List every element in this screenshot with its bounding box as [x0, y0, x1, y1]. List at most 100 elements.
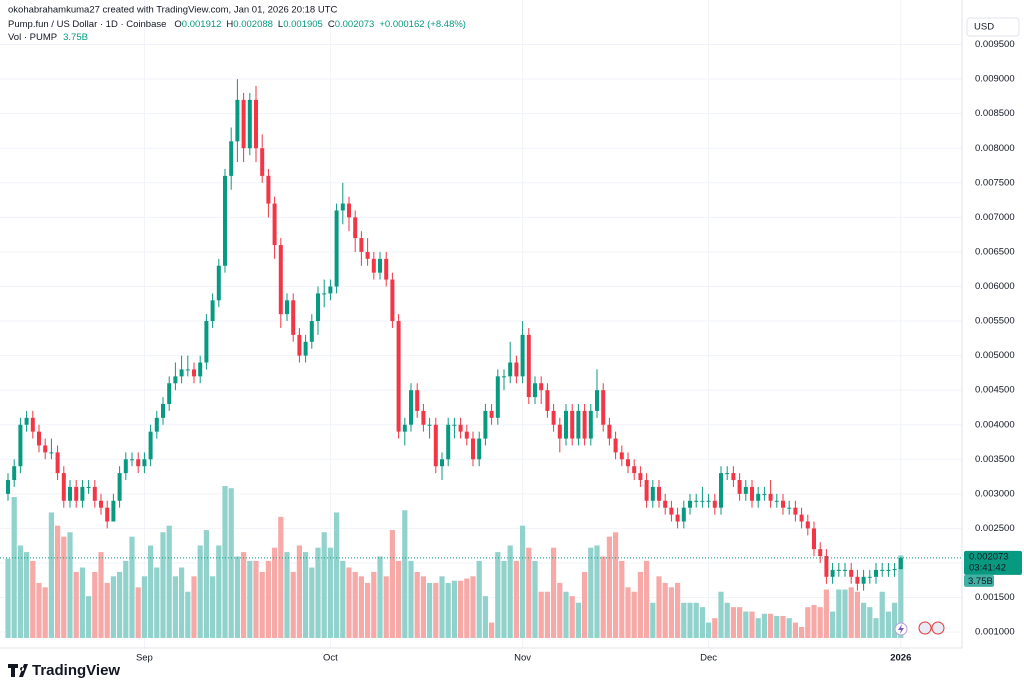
ohlc-label: O — [174, 19, 181, 30]
volume-bar — [73, 571, 79, 638]
volume-bar — [358, 576, 364, 638]
y-tick-label: 0.001000 — [975, 627, 1015, 638]
candle-body — [582, 410, 587, 439]
candle-body — [588, 410, 593, 439]
candle-body — [843, 569, 847, 571]
volume-bar — [98, 552, 104, 638]
candle-body — [285, 300, 289, 315]
volume-bar — [340, 560, 346, 638]
candle-body — [37, 431, 41, 446]
candle-body — [650, 486, 655, 501]
candle-body — [254, 99, 258, 149]
volume-bar — [885, 611, 891, 638]
candle-body — [347, 203, 351, 218]
currency-button[interactable] — [966, 17, 1020, 37]
candle-body — [154, 417, 159, 432]
volume-bar — [507, 545, 513, 638]
volume-value: 3.75B — [63, 32, 88, 43]
brand-name: TradingView — [32, 662, 120, 679]
time-axis: Sep Oct Nov Dec 2026 — [136, 653, 911, 664]
candle-body — [123, 459, 128, 474]
volume-bar — [123, 560, 129, 638]
currency-label[interactable]: USD — [974, 22, 994, 33]
volume-bar — [191, 576, 197, 638]
ohlc-value: 0.002088 — [233, 19, 273, 30]
volume-bar — [526, 547, 532, 638]
candle-body — [229, 141, 234, 176]
volume-bar — [197, 545, 203, 638]
candle-body — [223, 175, 227, 266]
volume-bar — [786, 618, 792, 638]
candle-body — [322, 293, 327, 295]
volume-bar — [371, 571, 377, 638]
candle-body — [433, 424, 438, 467]
last-price-label: 0.002073 — [969, 551, 1009, 562]
volume-bar — [42, 587, 48, 638]
flag-icon[interactable] — [931, 621, 945, 635]
candle-body — [644, 480, 649, 501]
volume-bar — [898, 555, 904, 638]
volume-bar — [687, 602, 693, 638]
volume-bar — [203, 530, 209, 638]
flag-icon[interactable] — [918, 621, 932, 635]
y-tick-label: 0.005000 — [975, 350, 1015, 361]
volume-bar — [743, 611, 749, 638]
volume-bar — [799, 626, 805, 638]
candle-body — [799, 514, 804, 522]
volume-bar — [823, 589, 829, 638]
volume-bar — [532, 560, 538, 638]
volume-bar — [383, 576, 389, 638]
volume-bar — [699, 607, 705, 638]
candle-body — [570, 410, 575, 439]
candle-body — [291, 300, 296, 335]
candle-body — [365, 251, 370, 259]
candle-body — [390, 279, 395, 322]
volume-bar — [222, 486, 228, 638]
candle-body — [30, 417, 35, 432]
last-volume-label: 3.75B — [968, 576, 993, 587]
candle-body — [86, 486, 91, 488]
volume-bar — [861, 602, 867, 638]
volume-bar — [557, 582, 563, 638]
candle-body — [731, 473, 736, 481]
volume-bar — [544, 591, 550, 638]
candle-body — [855, 576, 860, 584]
volume-bar — [420, 576, 426, 638]
volume-bar — [631, 591, 637, 638]
candle-body — [328, 286, 333, 294]
volume-bar — [520, 525, 526, 638]
candle-body — [539, 383, 544, 391]
volume-bar — [92, 571, 98, 638]
candle-body — [142, 459, 147, 467]
volume-bar — [482, 596, 488, 638]
volume-bar — [551, 547, 557, 638]
candle-body — [824, 556, 829, 577]
candle-body — [192, 369, 196, 377]
candle-body — [725, 473, 730, 475]
candle-body — [353, 217, 358, 239]
candle-body — [508, 362, 513, 377]
volume-name: Vol · PUMP — [8, 32, 57, 43]
candle-body — [278, 245, 283, 315]
y-tick-label: 0.009500 — [975, 39, 1015, 50]
volume-bar — [724, 602, 730, 638]
volume-bar — [110, 576, 116, 638]
candle-body — [440, 459, 444, 467]
volume-bar — [774, 615, 780, 638]
y-tick-label: 0.001500 — [975, 592, 1015, 603]
candle-body — [681, 507, 686, 522]
volume-bar — [892, 602, 898, 638]
volume-bar — [495, 552, 501, 638]
candle-body — [68, 486, 72, 501]
volume-bar — [613, 532, 619, 638]
candle-body — [712, 500, 717, 508]
volume-bar — [619, 560, 625, 638]
candle-body — [272, 203, 277, 246]
candle-body — [316, 293, 320, 322]
candle-body — [564, 410, 568, 439]
volume-bar — [154, 567, 160, 638]
candle-body — [334, 210, 339, 287]
candle-body — [607, 424, 612, 439]
